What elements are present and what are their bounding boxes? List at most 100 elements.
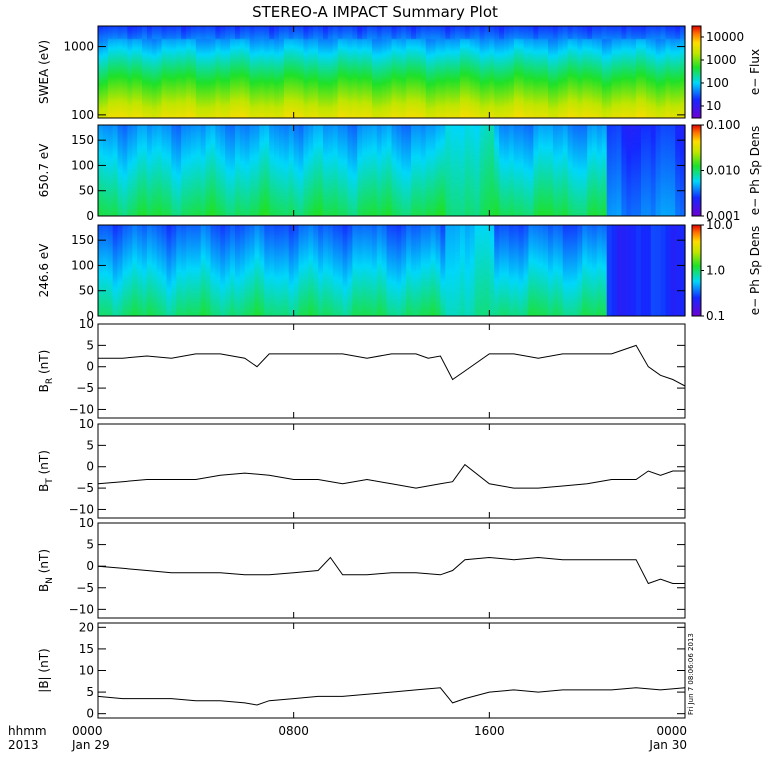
heatmap-strip [533, 26, 539, 118]
y-tick-label: 100 [71, 108, 94, 122]
heatmap-strip [176, 125, 182, 216]
heatmap-strip [303, 26, 309, 118]
heatmap-strip [230, 225, 236, 316]
heatmap-strip [386, 26, 393, 118]
y-tick-label: 0 [86, 209, 94, 223]
heatmap-strip [445, 225, 451, 316]
heatmap-strip [504, 125, 510, 216]
heatmap-strip [259, 26, 265, 118]
x-tick-label: 0000 [656, 724, 687, 738]
heatmap-strip [259, 225, 265, 316]
footer-timestamp: Fri Jun 7 08:06:06 2013 [687, 633, 695, 715]
heatmap-strip [381, 225, 388, 316]
heatmap-strip [508, 125, 515, 216]
heatmap-strip [171, 125, 177, 216]
heatmap-strip [469, 125, 476, 216]
heatmap-strip [337, 225, 344, 316]
heatmap-strip [200, 225, 207, 316]
y-tick-label: 5 [86, 338, 94, 352]
heatmap-strip [323, 26, 329, 118]
heatmap-strip [543, 125, 549, 216]
heatmap-strip [469, 26, 476, 118]
heatmap-strip [98, 125, 104, 216]
heatmap-strip [391, 125, 397, 216]
panel-frame [97, 622, 686, 719]
heatmap-strip [288, 225, 295, 316]
heatmap-strip [616, 26, 623, 118]
heatmap-strip [283, 225, 290, 316]
heatmap-strip [181, 225, 187, 316]
heatmap-strip [440, 125, 446, 216]
y-tick-label: 10 [79, 417, 94, 431]
heatmap-strip [161, 125, 168, 216]
heatmap-strip [107, 125, 114, 216]
heatmap-strip [411, 26, 417, 118]
heatmap-strip [181, 125, 187, 216]
heatmap-strip [146, 225, 153, 316]
y-axis-label: BR (nT) [37, 350, 55, 393]
y-tick-label: −5 [76, 481, 94, 495]
heatmap-strip [318, 125, 324, 216]
heatmap-strip [533, 225, 539, 316]
heatmap-strip [166, 26, 172, 118]
y-tick-label: 0 [86, 559, 94, 573]
heatmap-strip [142, 225, 148, 316]
heatmap-strip [401, 225, 407, 316]
heatmap-strip [142, 125, 148, 216]
heatmap-strip [430, 125, 437, 216]
y-tick-label: −5 [76, 581, 94, 595]
heatmap-strip [176, 26, 182, 118]
heatmap-strip [137, 125, 143, 216]
heatmap-strip [401, 26, 407, 118]
heatmap-strip [665, 225, 671, 316]
heatmap-strip [225, 26, 231, 118]
heatmap-strip [278, 26, 285, 118]
heatmap-strip [611, 26, 618, 118]
heatmap-strip [469, 225, 476, 316]
heatmap-strip [195, 26, 202, 118]
heatmap-strip [381, 125, 388, 216]
heatmap-strip [665, 125, 671, 216]
heatmap-strip [655, 26, 662, 118]
heatmap-strip [640, 125, 647, 216]
heatmap-strip [538, 26, 544, 118]
panel-pad650: 0.001 0.010 0.100 e− Ph Sp Dens 0 50 100 150 650… [37, 118, 762, 223]
heatmap-strip [513, 225, 520, 316]
heatmap-strip [538, 125, 544, 216]
heatmap-strip [464, 225, 471, 316]
heatmap-strip [323, 125, 329, 216]
heatmap-strip [215, 125, 221, 216]
heatmap-strip [504, 26, 510, 118]
heatmap-strip [494, 26, 500, 118]
heatmap-strip [102, 125, 109, 216]
heatmap-strip [234, 225, 241, 316]
heatmap-strip [117, 125, 124, 216]
heatmap-strip [352, 225, 358, 316]
heatmap-strip [327, 225, 334, 316]
footer-hhmm: hhmm [8, 724, 47, 738]
heatmap-strip [293, 125, 300, 216]
heatmap-strip [621, 125, 627, 216]
heatmap-strip [445, 26, 451, 118]
heatmap-strip [371, 125, 378, 216]
heatmap-strip [396, 26, 402, 118]
heatmap-strip [264, 26, 270, 118]
series-line [97, 463, 685, 489]
heatmap-strip [513, 125, 520, 216]
heatmap-strip [264, 125, 270, 216]
colorbar-label: e− Ph Sp Dens [748, 226, 762, 315]
heatmap-strip [367, 225, 373, 316]
heatmap-strip [572, 26, 578, 118]
heatmap-strip [220, 225, 226, 316]
heatmap-strip [650, 225, 657, 316]
heatmap-strip [621, 26, 627, 118]
heatmap-strip [601, 26, 608, 118]
heatmap-strip [195, 225, 202, 316]
heatmap-strip [606, 125, 613, 216]
heatmap-strip [601, 225, 608, 316]
colorbar [691, 25, 702, 119]
heatmap-strip [269, 225, 275, 316]
colorbar [691, 124, 702, 217]
y-tick-label: −10 [69, 502, 94, 516]
